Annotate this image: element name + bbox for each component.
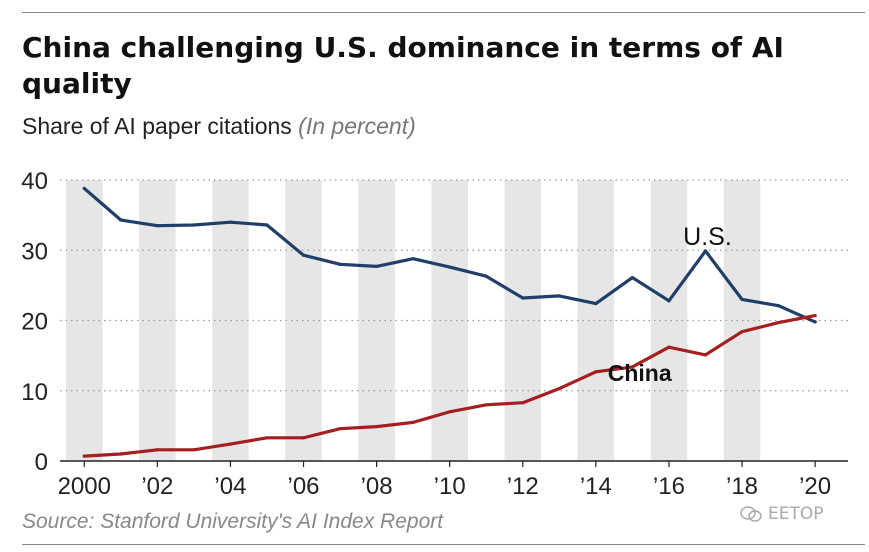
data-point: [630, 365, 635, 369]
subtitle-text: Share of AI paper citations: [22, 113, 292, 139]
x-tick-label: ’18: [726, 473, 758, 500]
x-tick-label: ’08: [361, 473, 393, 500]
data-point: [82, 186, 86, 191]
x-tick-label: ’04: [214, 473, 246, 500]
year-band: [358, 180, 395, 461]
data-point: [411, 257, 415, 261]
data-point: [82, 454, 86, 458]
data-point: [228, 442, 233, 446]
data-point: [338, 427, 342, 431]
data-point: [813, 313, 817, 318]
data-point: [448, 410, 452, 414]
x-tick-label: ’14: [580, 473, 612, 500]
x-tick-label: ’02: [141, 473, 173, 500]
y-tick-label: 20: [21, 309, 48, 336]
chat-bubble-icon: [740, 506, 762, 522]
x-tick-label: ’06: [288, 473, 320, 500]
data-point: [155, 448, 159, 452]
data-point: [119, 218, 123, 222]
data-point: [484, 274, 488, 278]
data-point: [557, 387, 561, 391]
data-point: [301, 253, 306, 257]
watermark: EETOP: [740, 504, 824, 524]
data-point: [192, 223, 196, 227]
data-point: [667, 345, 671, 349]
x-tick-label: ’20: [799, 473, 831, 500]
data-point: [557, 294, 561, 298]
data-point: [776, 304, 781, 308]
year-band: [650, 180, 688, 461]
top-rule: [22, 12, 865, 13]
data-point: [630, 276, 635, 280]
data-point: [813, 320, 817, 324]
source-note: Source: Stanford University's AI Index R…: [22, 510, 444, 533]
x-tick-label: ’16: [653, 473, 685, 500]
data-point: [667, 299, 671, 303]
data-point: [703, 353, 708, 357]
y-tick-label: 40: [21, 168, 48, 195]
data-point: [338, 262, 342, 266]
year-band: [285, 180, 322, 461]
y-tick-label: 0: [35, 449, 48, 476]
unit-note: (In percent): [298, 113, 416, 139]
data-point: [594, 302, 598, 306]
data-point: [228, 220, 233, 224]
data-point: [521, 296, 525, 300]
x-tick-label: 2000: [58, 473, 111, 500]
y-tick-label: 30: [21, 238, 48, 265]
bottom-rule: [22, 544, 865, 545]
data-point: [594, 370, 598, 374]
data-point: [521, 401, 525, 405]
watermark-text: EETOP: [768, 504, 824, 524]
data-point: [740, 297, 744, 302]
data-point: [265, 436, 269, 440]
y-tick-label: 10: [21, 379, 48, 406]
x-tick-label: ’12: [507, 473, 539, 500]
chart-title: China challenging U.S. dominance in term…: [22, 31, 784, 100]
x-tick-label: ’10: [434, 473, 466, 500]
data-point: [301, 436, 306, 440]
data-point: [375, 264, 379, 269]
data-point: [375, 424, 379, 429]
data-point: [740, 330, 744, 334]
series-label-us: U.S.: [683, 223, 732, 251]
data-point: [411, 420, 415, 424]
data-point: [192, 448, 196, 452]
data-point: [265, 223, 269, 227]
data-point: [448, 265, 452, 269]
data-point: [119, 452, 123, 456]
chart-subtitle: Share of AI paper citations (In percent): [22, 113, 416, 140]
data-point: [484, 403, 488, 407]
data-point: [155, 224, 159, 228]
data-point: [703, 249, 708, 253]
data-point: [776, 321, 781, 325]
series-label-china: China: [608, 360, 672, 386]
